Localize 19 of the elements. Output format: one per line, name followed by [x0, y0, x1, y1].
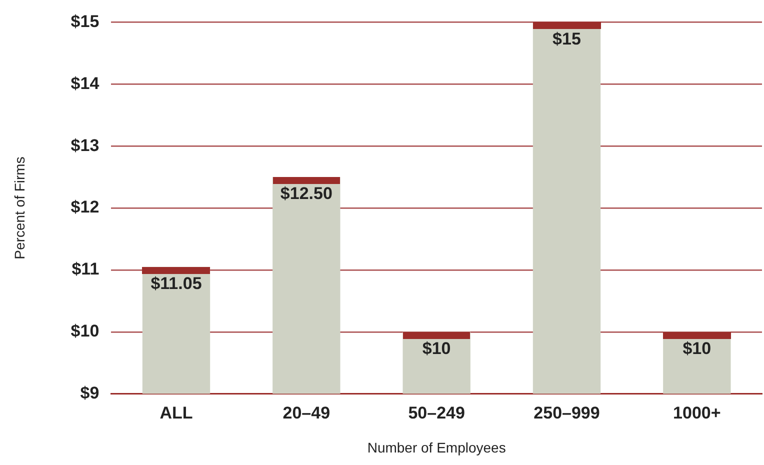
data-label: $12.50 — [280, 184, 332, 204]
data-label: $10 — [422, 339, 451, 358]
y-tick-label: $13 — [70, 136, 100, 155]
x-axis-title: Number of Employees — [367, 439, 506, 456]
y-tick-label: $9 — [80, 383, 100, 402]
y-tick-label: $11 — [72, 260, 100, 279]
x-tick-label: ALL — [160, 404, 193, 423]
y-axis-title: Percent of Firms — [11, 156, 28, 260]
y-tick-label: $12 — [70, 198, 100, 217]
x-tick-label: 50–249 — [408, 404, 465, 423]
data-label: $10 — [682, 339, 712, 358]
x-tick-label: 1000+ — [673, 404, 721, 423]
x-tick-label: 20–49 — [282, 404, 330, 423]
y-tick-label: $10 — [70, 322, 100, 341]
data-label: $11.05 — [150, 274, 202, 294]
data-label: $15 — [552, 29, 581, 48]
y-tick-label: $15 — [70, 12, 100, 31]
x-tick-label: 250–999 — [534, 404, 600, 423]
y-tick-label: $14 — [70, 74, 100, 93]
